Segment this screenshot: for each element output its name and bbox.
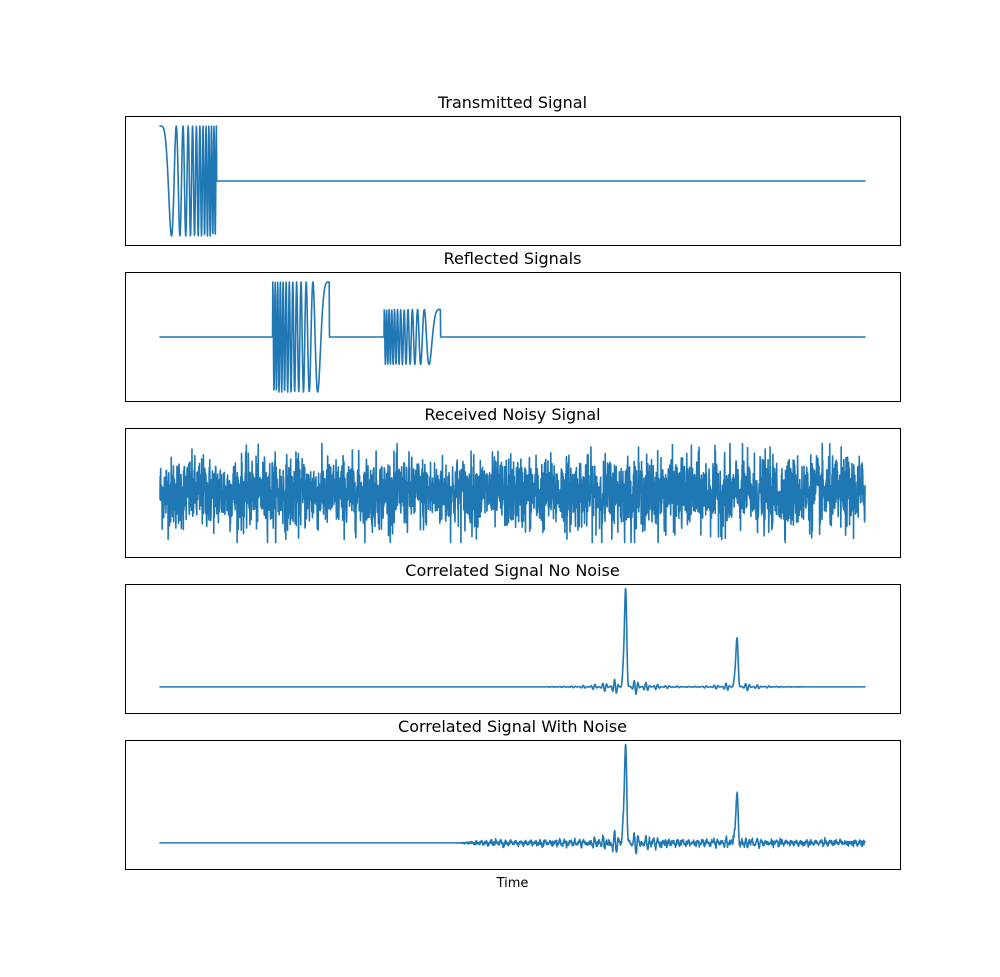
axes-frame-reflected [125,272,901,402]
x-axis-label: Time [496,876,529,891]
series-line-correlated-noisy [159,743,866,855]
axes-frame-correlated-clean [125,584,901,714]
axes-frame-received [125,428,901,558]
panel-correlated-clean: Correlated Signal No Noise [125,561,901,714]
panel-reflected-title: Reflected Signals [444,249,582,268]
panel-received-title: Received Noisy Signal [424,405,600,424]
series-line-received [159,442,866,544]
panel-correlated-clean-title: Correlated Signal No Noise [405,561,619,580]
series-line-correlated-clean [159,587,866,695]
series-line-transmitted [159,125,866,237]
panel-received: Received Noisy Signal [125,405,901,558]
axes-frame-transmitted [125,116,901,246]
series-line-reflected [159,281,866,393]
axes-frame-correlated-noisy [125,740,901,870]
panel-reflected: Reflected Signals [125,249,901,402]
panel-transmitted: Transmitted Signal [125,93,901,246]
panel-correlated-noisy: Correlated Signal With Noise [125,717,901,870]
panel-transmitted-title: Transmitted Signal [437,93,587,112]
panel-correlated-noisy-title: Correlated Signal With Noise [398,717,627,736]
